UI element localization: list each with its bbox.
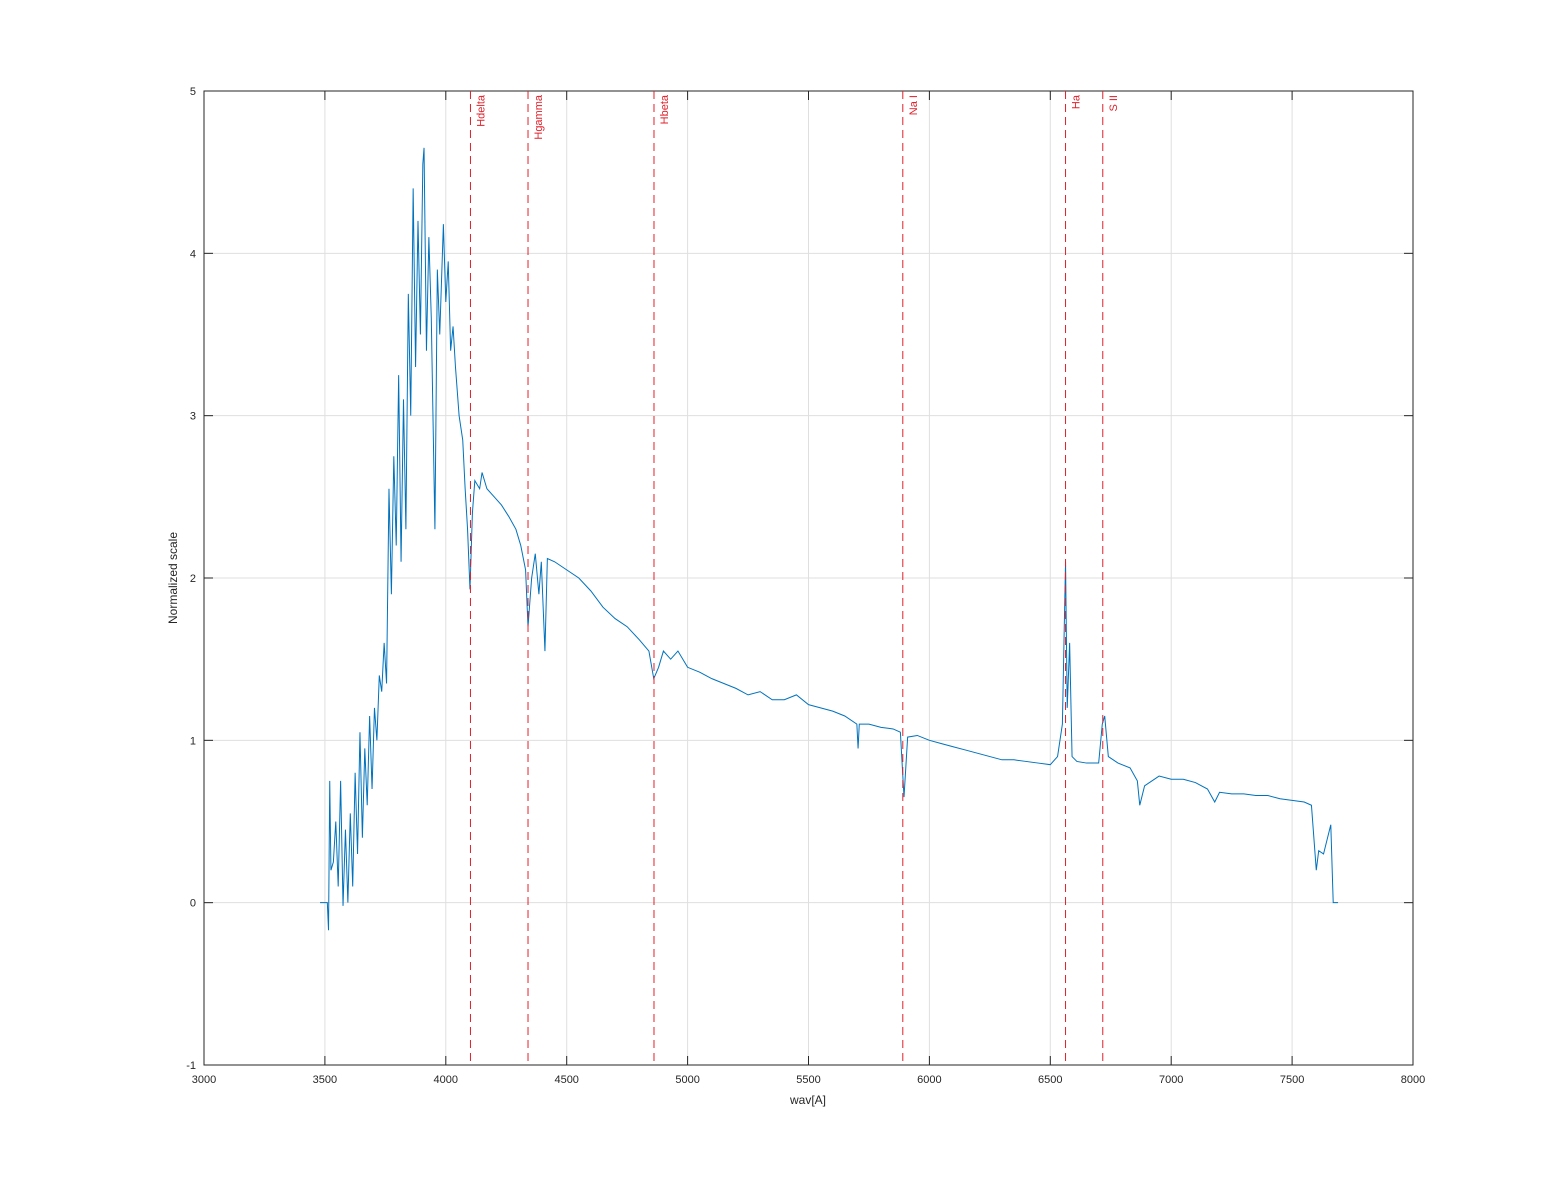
annotation-label: Hgamma xyxy=(533,94,545,140)
y-tick-label: 4 xyxy=(190,248,196,260)
annotation-label: S II xyxy=(1108,95,1120,112)
annotation-label: Hdelta xyxy=(475,94,487,127)
x-tick-label: 8000 xyxy=(1401,1074,1425,1086)
x-tick-label: 4000 xyxy=(434,1074,458,1086)
x-tick-label: 6000 xyxy=(917,1074,941,1086)
spectrum-line xyxy=(320,147,1339,931)
x-tick-label: 7500 xyxy=(1280,1074,1304,1086)
x-tick-label: 6500 xyxy=(1038,1074,1062,1086)
annotation-label: Ha xyxy=(1071,94,1083,109)
x-tick-label: 5500 xyxy=(796,1074,820,1086)
x-tick-label: 3500 xyxy=(313,1074,337,1086)
y-tick-label: 2 xyxy=(190,573,196,585)
y-tick-label: 3 xyxy=(190,411,196,423)
y-tick-label: 5 xyxy=(190,86,196,98)
x-tick-label: 7000 xyxy=(1159,1074,1183,1086)
y-axis-label: Normalized scale xyxy=(166,532,180,624)
x-tick-label: 4500 xyxy=(554,1074,578,1086)
x-axis-label: wav[A] xyxy=(789,1093,826,1107)
annotation-label: Hbeta xyxy=(659,94,671,124)
y-tick-label: 0 xyxy=(190,898,196,910)
x-tick-label: 5000 xyxy=(675,1074,699,1086)
axes-box xyxy=(203,90,1414,1066)
x-tick-label: 3000 xyxy=(192,1074,216,1086)
y-tick-label: -1 xyxy=(186,1060,196,1072)
y-tick-label: 1 xyxy=(190,735,196,747)
annotation-label: Na I xyxy=(908,95,920,115)
